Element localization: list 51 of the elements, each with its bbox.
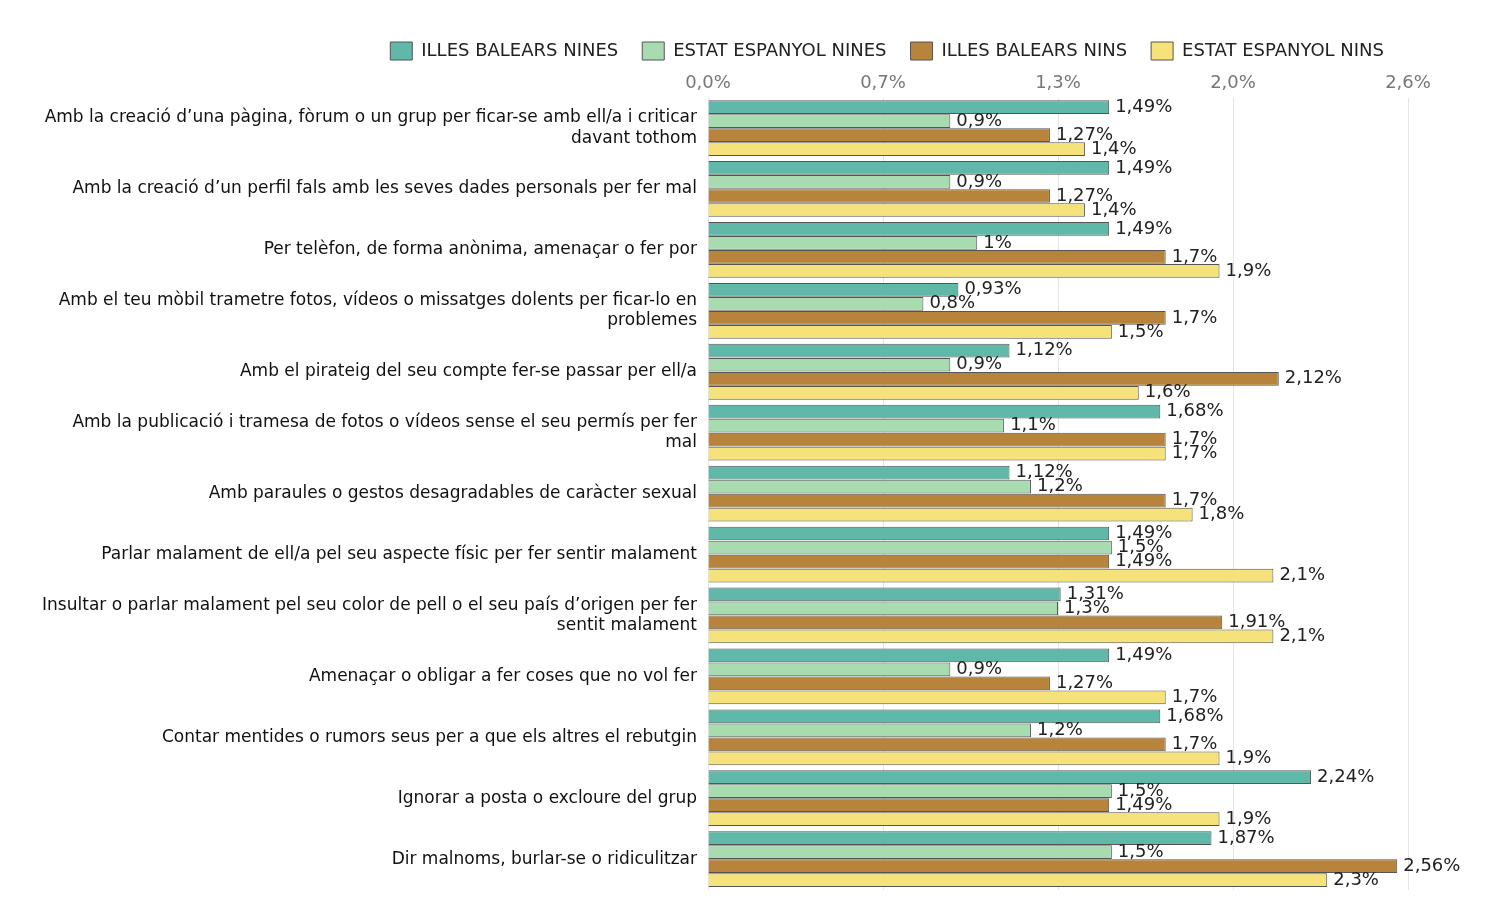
data-label: 1,49% — [1115, 643, 1173, 665]
data-label: 1,9% — [1225, 258, 1272, 280]
data-label: 2,1% — [1279, 563, 1326, 585]
legend-label: ILLES BALEARS NINS — [941, 38, 1128, 60]
x-tick-label: 0,7% — [860, 71, 906, 93]
data-label: 0,9% — [956, 657, 1003, 679]
data-label: 1,2% — [1037, 717, 1083, 739]
y-tick-label: Parlar malament de ell/a pel seu aspecte físic per fer sentir malament — [101, 542, 698, 563]
y-tick-label: Amb la creació d’una pàgina, fòrum o un grup per ficar-se amb ell/a i criticar davant tothom — [44, 106, 698, 147]
data-label: 1,49% — [1115, 155, 1173, 177]
data-label: 1,9% — [1225, 745, 1272, 767]
y-tick-label: Amenaçar o obligar a fer coses que no vol fer — [308, 664, 697, 685]
data-label: 1% — [983, 230, 1012, 252]
data-label: 2,12% — [1284, 366, 1342, 388]
data-label: 1,7% — [1171, 244, 1218, 266]
y-tick-label: Amb el pirateig del seu compte fer-se passar per ell/a — [239, 360, 697, 381]
data-label: 1,49% — [1115, 216, 1173, 238]
data-label: 1,5% — [1117, 839, 1164, 861]
y-tick-label: Per telèfon, de forma anònima, amenaçar o fer por — [263, 238, 697, 259]
x-tick-label: 2,0% — [1210, 71, 1256, 93]
data-label: 1,49% — [1115, 94, 1173, 116]
legend-label: ESTAT ESPANYOL NINES — [673, 38, 887, 60]
y-tick-label: Dir malnoms, burlar-se o ridiculitzar — [391, 847, 697, 868]
y-tick-label: Contar mentides o rumors seus per a que els altres el rebutgin — [161, 725, 697, 746]
x-tick-label: 0,0% — [685, 71, 731, 93]
data-label: 1,7% — [1171, 731, 1218, 753]
y-tick-label: Amb paraules o gestos desagradables de caràcter sexual — [208, 482, 697, 503]
data-label: 2,3% — [1333, 867, 1379, 889]
data-label: 1,6% — [1144, 380, 1191, 402]
y-tick-label: Insultar o parlar malament pel seu color de pell o el seu país d’origen per fer sentit malament — [42, 593, 698, 635]
legend-label: ILLES BALEARS NINES — [421, 38, 619, 60]
legend-label: ESTAT ESPANYOL NINS — [1182, 38, 1384, 60]
data-label: 1,5% — [1117, 319, 1164, 341]
data-label: 1,68% — [1166, 399, 1224, 421]
y-tick-label: Amb la publicació i tramesa de fotos o vídeos sense el seu permís per fer mal — [72, 410, 697, 452]
x-tick-label: 1,3% — [1035, 71, 1081, 93]
data-label: 1,27% — [1055, 671, 1114, 693]
data-label: 1,87% — [1217, 825, 1275, 847]
data-label: 1,7% — [1171, 305, 1218, 327]
y-tick-label: Amb el teu mòbil trametre fotos, vídeos o missatges dolents per ficar-lo en problemes — [58, 289, 698, 330]
data-label: 1,1% — [1010, 413, 1056, 435]
x-tick-label: 2,6% — [1385, 71, 1431, 93]
y-tick-label: Ignorar a posta o excloure del grup — [397, 786, 697, 807]
data-label: 1,9% — [1225, 806, 1272, 828]
y-tick-label: Amb la creació d’un perfil fals amb les seves dades personals per fer mal — [72, 177, 697, 198]
data-label: 2,56% — [1403, 853, 1461, 875]
data-label: 1,12% — [1015, 338, 1073, 360]
data-label: 0,9% — [956, 169, 1003, 191]
data-label: 0,9% — [956, 352, 1003, 374]
data-label: 0,9% — [956, 108, 1003, 130]
data-label: 2,24% — [1317, 764, 1375, 786]
